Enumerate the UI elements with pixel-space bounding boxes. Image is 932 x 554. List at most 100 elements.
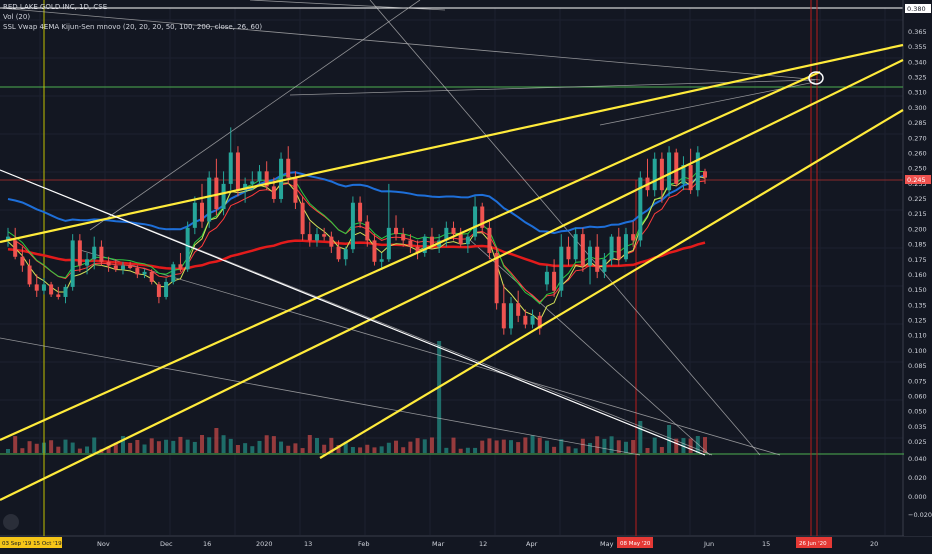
candle xyxy=(343,246,348,266)
time-tick-label: 12 xyxy=(479,540,487,548)
volume-bar xyxy=(300,448,305,453)
candle xyxy=(458,227,463,247)
candle xyxy=(135,265,140,279)
volume-bar xyxy=(559,439,564,453)
volume-bar xyxy=(200,435,205,453)
tradingview-logo-icon[interactable] xyxy=(3,514,19,530)
volume-bar xyxy=(523,437,528,453)
candle-body xyxy=(394,227,399,235)
trendline xyxy=(319,109,904,459)
candle xyxy=(652,152,657,197)
volume-bar xyxy=(429,437,434,453)
candle xyxy=(408,234,413,253)
volume-bar xyxy=(473,447,478,453)
candle-body xyxy=(573,234,578,260)
time-tick-label: Mar xyxy=(432,540,445,548)
candle-body xyxy=(559,246,564,291)
candle-body xyxy=(487,227,492,253)
candle xyxy=(207,171,212,228)
candle-body xyxy=(372,240,377,262)
volume-bar xyxy=(228,438,233,453)
price-top-label: 0.380 xyxy=(907,5,926,13)
candle xyxy=(13,227,18,260)
candle-body xyxy=(6,236,10,241)
volume-bar xyxy=(142,444,147,453)
candle-body xyxy=(113,265,118,270)
volume-bar xyxy=(20,448,25,453)
candle xyxy=(667,146,672,197)
candle-body xyxy=(214,177,219,210)
candle xyxy=(279,152,284,203)
volume-bar xyxy=(609,436,614,453)
candle-body xyxy=(659,158,664,191)
time-marker-box xyxy=(796,537,832,548)
price-top-box xyxy=(905,4,931,13)
candle-body xyxy=(616,236,621,260)
candle-body xyxy=(602,259,607,272)
volume-bar xyxy=(401,447,406,453)
candle xyxy=(444,221,449,247)
candle-body xyxy=(192,202,197,228)
volume-bar xyxy=(573,448,578,453)
trendline xyxy=(0,70,821,442)
candle-body xyxy=(171,264,176,282)
candle xyxy=(415,240,420,260)
candle xyxy=(113,259,118,272)
volume-bar xyxy=(286,445,291,453)
volume-bar xyxy=(128,442,133,453)
volume-bar xyxy=(623,441,628,453)
volume-bar xyxy=(638,421,643,453)
candle-body xyxy=(228,152,233,184)
candle-body xyxy=(480,206,485,228)
candle xyxy=(372,234,377,266)
volume-bar xyxy=(588,442,593,453)
drawing-line xyxy=(369,0,761,456)
price-tick-label: 0.185 xyxy=(908,241,927,249)
candle-body xyxy=(566,246,571,260)
volume-bar xyxy=(566,446,571,453)
volume-bar xyxy=(602,438,607,453)
price-tick-label: 0.355 xyxy=(908,43,927,51)
candle xyxy=(41,278,46,295)
volume-bar xyxy=(508,440,513,453)
candle-body xyxy=(149,271,154,282)
time-axis-bg xyxy=(0,537,932,550)
volume-bar xyxy=(674,438,679,453)
candle xyxy=(602,252,607,279)
candle-body xyxy=(221,183,226,210)
candle xyxy=(156,281,161,304)
volume-bar xyxy=(667,425,672,453)
volume-bar xyxy=(207,437,212,453)
candle xyxy=(6,227,10,247)
volume-tick-label: 0.040 xyxy=(908,455,927,463)
candle-body xyxy=(408,240,413,247)
candle xyxy=(56,286,61,300)
candle-body xyxy=(444,227,449,241)
volume-bar xyxy=(264,435,269,453)
candle-body xyxy=(580,234,585,266)
candle xyxy=(588,240,593,285)
price-tick-label: 0.225 xyxy=(908,195,927,203)
drawing-line xyxy=(89,0,421,231)
candle xyxy=(300,196,305,241)
volume-bar xyxy=(329,437,334,453)
volume-bar xyxy=(480,440,485,453)
candle-body xyxy=(631,234,636,241)
candle-body xyxy=(56,294,61,297)
candle xyxy=(559,234,564,297)
price-tick-label: 0.060 xyxy=(908,392,927,400)
price-tick-label: 0.085 xyxy=(908,362,927,370)
volume-bar xyxy=(156,441,161,453)
candle-body xyxy=(365,221,370,241)
candle xyxy=(92,236,97,270)
candle xyxy=(623,227,628,262)
ema-50-line xyxy=(7,170,706,305)
candle-body xyxy=(329,236,334,247)
kijun-sen-line xyxy=(7,171,706,235)
candle xyxy=(422,234,427,257)
time-tick-label: Feb xyxy=(358,540,370,548)
volume-bar xyxy=(394,440,399,453)
candle-body xyxy=(92,246,97,260)
